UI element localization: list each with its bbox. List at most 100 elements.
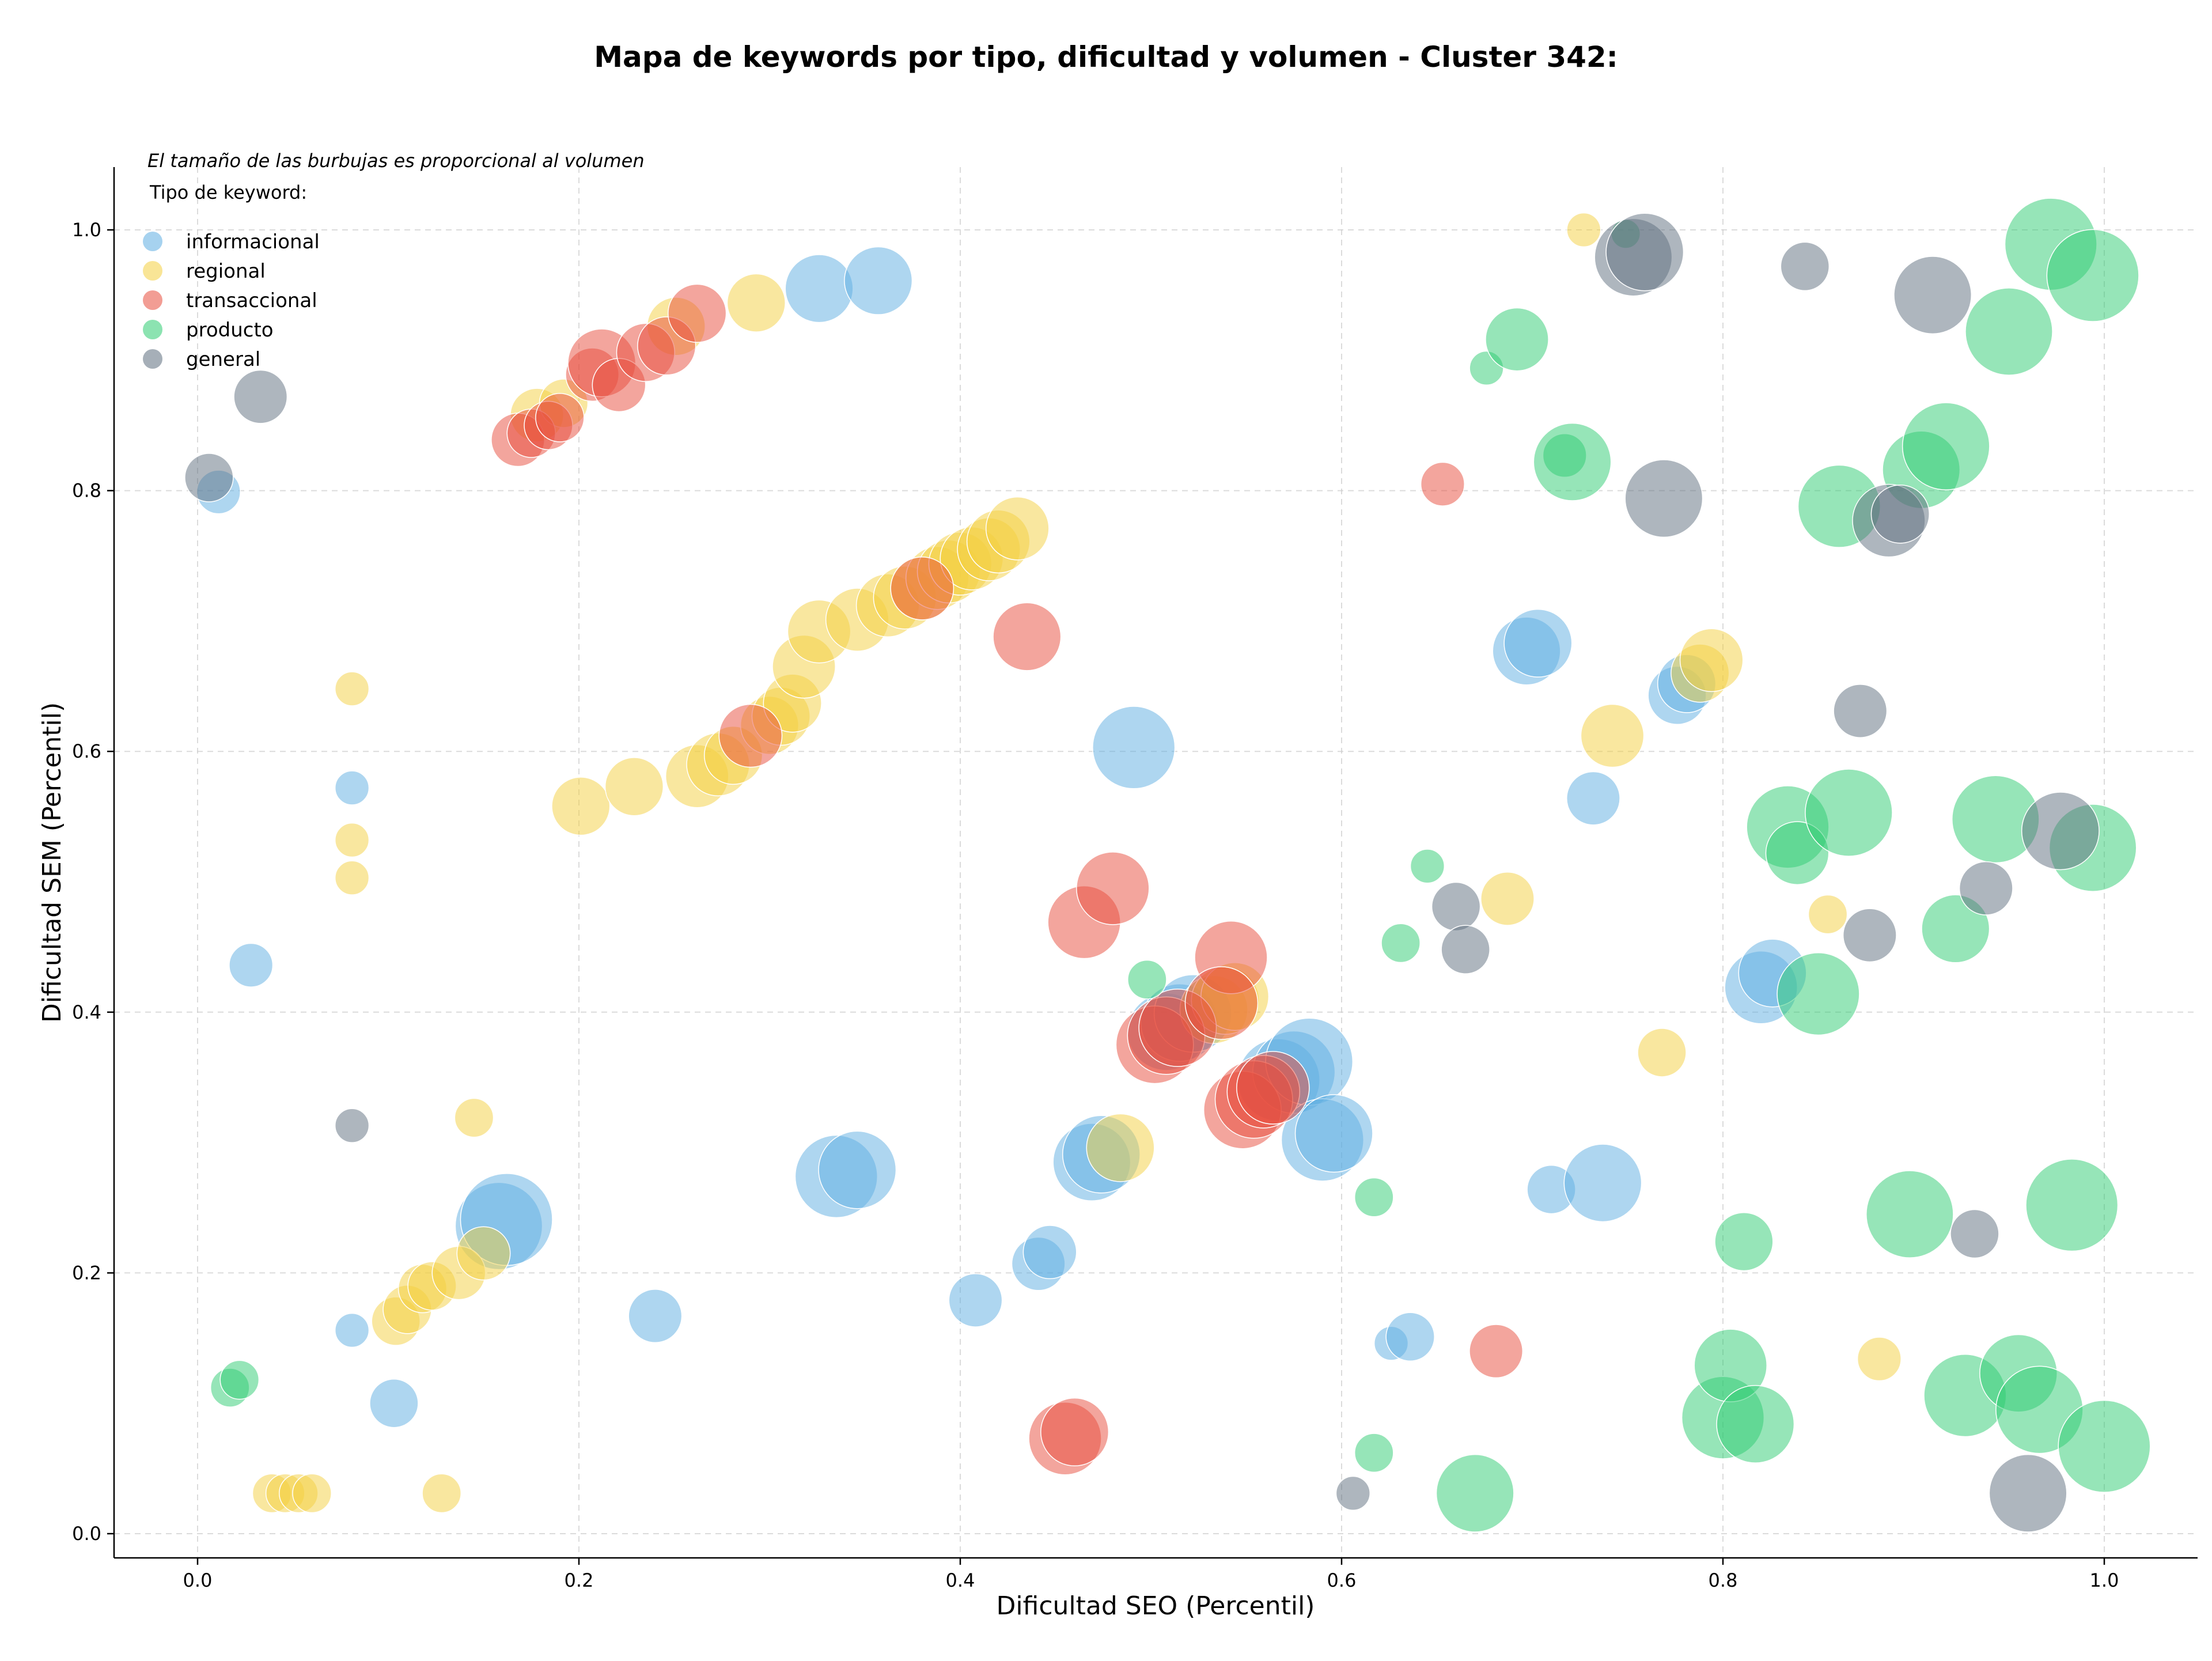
bubble-producto (1866, 1170, 1954, 1258)
bubble-transaccional (1420, 461, 1465, 506)
bubble-producto (1354, 1177, 1394, 1217)
x-tick-label: 0.6 (1327, 1569, 1357, 1591)
bubble-general (233, 369, 288, 424)
legend-label: regional (186, 260, 266, 283)
bubble-producto (1435, 1454, 1514, 1533)
x-axis-label: Dificultad SEO (Percentil) (997, 1591, 1315, 1621)
bubble-general (1431, 881, 1481, 932)
bubble-transaccional (1076, 852, 1150, 925)
bubble-general (1605, 213, 1684, 292)
bubble-general (1842, 908, 1897, 963)
bubble-general (1870, 485, 1930, 544)
legend-label: general (186, 348, 260, 371)
legend-marker (143, 232, 162, 251)
bubble-informacional (948, 1273, 1003, 1327)
bubble-regional (1566, 212, 1601, 248)
legend-item-informacional: informacional (143, 230, 320, 253)
series-regional (252, 212, 1902, 1514)
y-tick-label: 0.2 (72, 1262, 101, 1284)
bubble-transaccional (1236, 1051, 1310, 1125)
bubble-informacional (1563, 1144, 1642, 1223)
bubble-general (334, 1108, 370, 1143)
bubble-producto (2046, 229, 2139, 322)
bubble-transaccional (668, 283, 727, 343)
bubble-informacional (844, 246, 913, 315)
bubble-regional (1857, 1337, 1902, 1382)
bubble-producto (2058, 1399, 2151, 1493)
bubble-producto (1533, 422, 1612, 501)
chart-title: Mapa de keywords por tipo, dificultad y … (594, 40, 1618, 74)
x-tick-label: 0.0 (183, 1569, 213, 1591)
bubble-general (1833, 684, 1888, 738)
x-tick-label: 0.2 (565, 1569, 594, 1591)
legend-label: producto (186, 319, 274, 342)
bubble-producto (1777, 952, 1860, 1036)
bubble-regional (1679, 628, 1744, 693)
legend-item-general: general (143, 348, 260, 371)
bubble-producto (1127, 959, 1167, 1000)
bubble-informacional (818, 1130, 897, 1209)
bubble-informacional (628, 1289, 683, 1344)
bubble-informacional (334, 770, 370, 805)
bubble-regional (726, 273, 786, 332)
bubble-producto (1485, 307, 1549, 372)
bubble-regional (1808, 894, 1848, 934)
bubble-producto (1902, 402, 1990, 491)
bubble-regional (551, 777, 611, 836)
bubble-general (1950, 1209, 1999, 1259)
x-tick-label: 0.4 (946, 1569, 975, 1591)
bubble-regional (292, 1473, 332, 1514)
bubble-producto (1921, 894, 1990, 963)
bubble-producto (2025, 1159, 2119, 1252)
y-tick-label: 0.0 (72, 1523, 101, 1545)
bubble-informacional (369, 1378, 419, 1428)
bubble-general (1893, 256, 1972, 335)
bubble-regional (1086, 1113, 1155, 1182)
size-note: El tamaño de las burbujas es proporciona… (147, 150, 645, 172)
bubble-transaccional (1040, 1397, 1109, 1467)
legend-label: transaccional (186, 289, 317, 312)
axes (113, 167, 2198, 1559)
legend-item-regional: regional (143, 260, 266, 283)
bubble-general (1959, 861, 2013, 915)
bubble-informacional (1294, 1094, 1373, 1173)
bubble-producto (1716, 1384, 1795, 1463)
series-producto (210, 198, 2151, 1533)
legend-marker (143, 320, 162, 339)
bubble-informacional (229, 943, 274, 987)
bubble-producto (1805, 769, 1893, 857)
bubble-producto (1965, 287, 2053, 376)
bubble-producto (1354, 1433, 1394, 1473)
bubble-regional (334, 860, 370, 895)
bubble-transaccional (1469, 1324, 1524, 1379)
legend-title: Tipo de keyword: (149, 181, 307, 203)
legend: informacional regional transaccional produc… (143, 230, 320, 371)
bubble-general (1780, 241, 1830, 292)
legend-marker (143, 261, 162, 281)
y-ticks: 0.0 0.2 0.4 0.6 0.8 1.0 (72, 219, 114, 1545)
x-ticks: 0.0 0.2 0.4 0.6 0.8 1.0 (183, 1558, 2119, 1591)
y-tick-label: 1.0 (72, 219, 101, 241)
bubble-producto (219, 1360, 260, 1400)
bubble-informacional (334, 1312, 370, 1348)
bubble-general (2021, 792, 2100, 871)
legend-label: informacional (186, 230, 320, 253)
y-axis-label: Dificultad SEM (Percentil) (37, 702, 67, 1023)
bubble-informacional (1385, 1312, 1435, 1362)
legend-item-transaccional: transaccional (143, 289, 317, 312)
bubble-informacional (1022, 1225, 1077, 1280)
bubble-informacional (1092, 706, 1176, 789)
x-tick-label: 0.8 (1709, 1569, 1738, 1591)
bubble-informacional (1566, 771, 1620, 826)
bubble-general (1335, 1475, 1371, 1511)
bubble-general (184, 453, 234, 502)
bubble-regional (985, 496, 1050, 561)
legend-item-producto: producto (143, 319, 274, 342)
bubble-transaccional (993, 602, 1062, 671)
bubble-regional (334, 671, 370, 706)
bubble-regional (454, 1098, 494, 1138)
bubble-regional (334, 822, 370, 858)
bubble-transaccional (718, 703, 783, 768)
bubble-general (1624, 459, 1703, 538)
